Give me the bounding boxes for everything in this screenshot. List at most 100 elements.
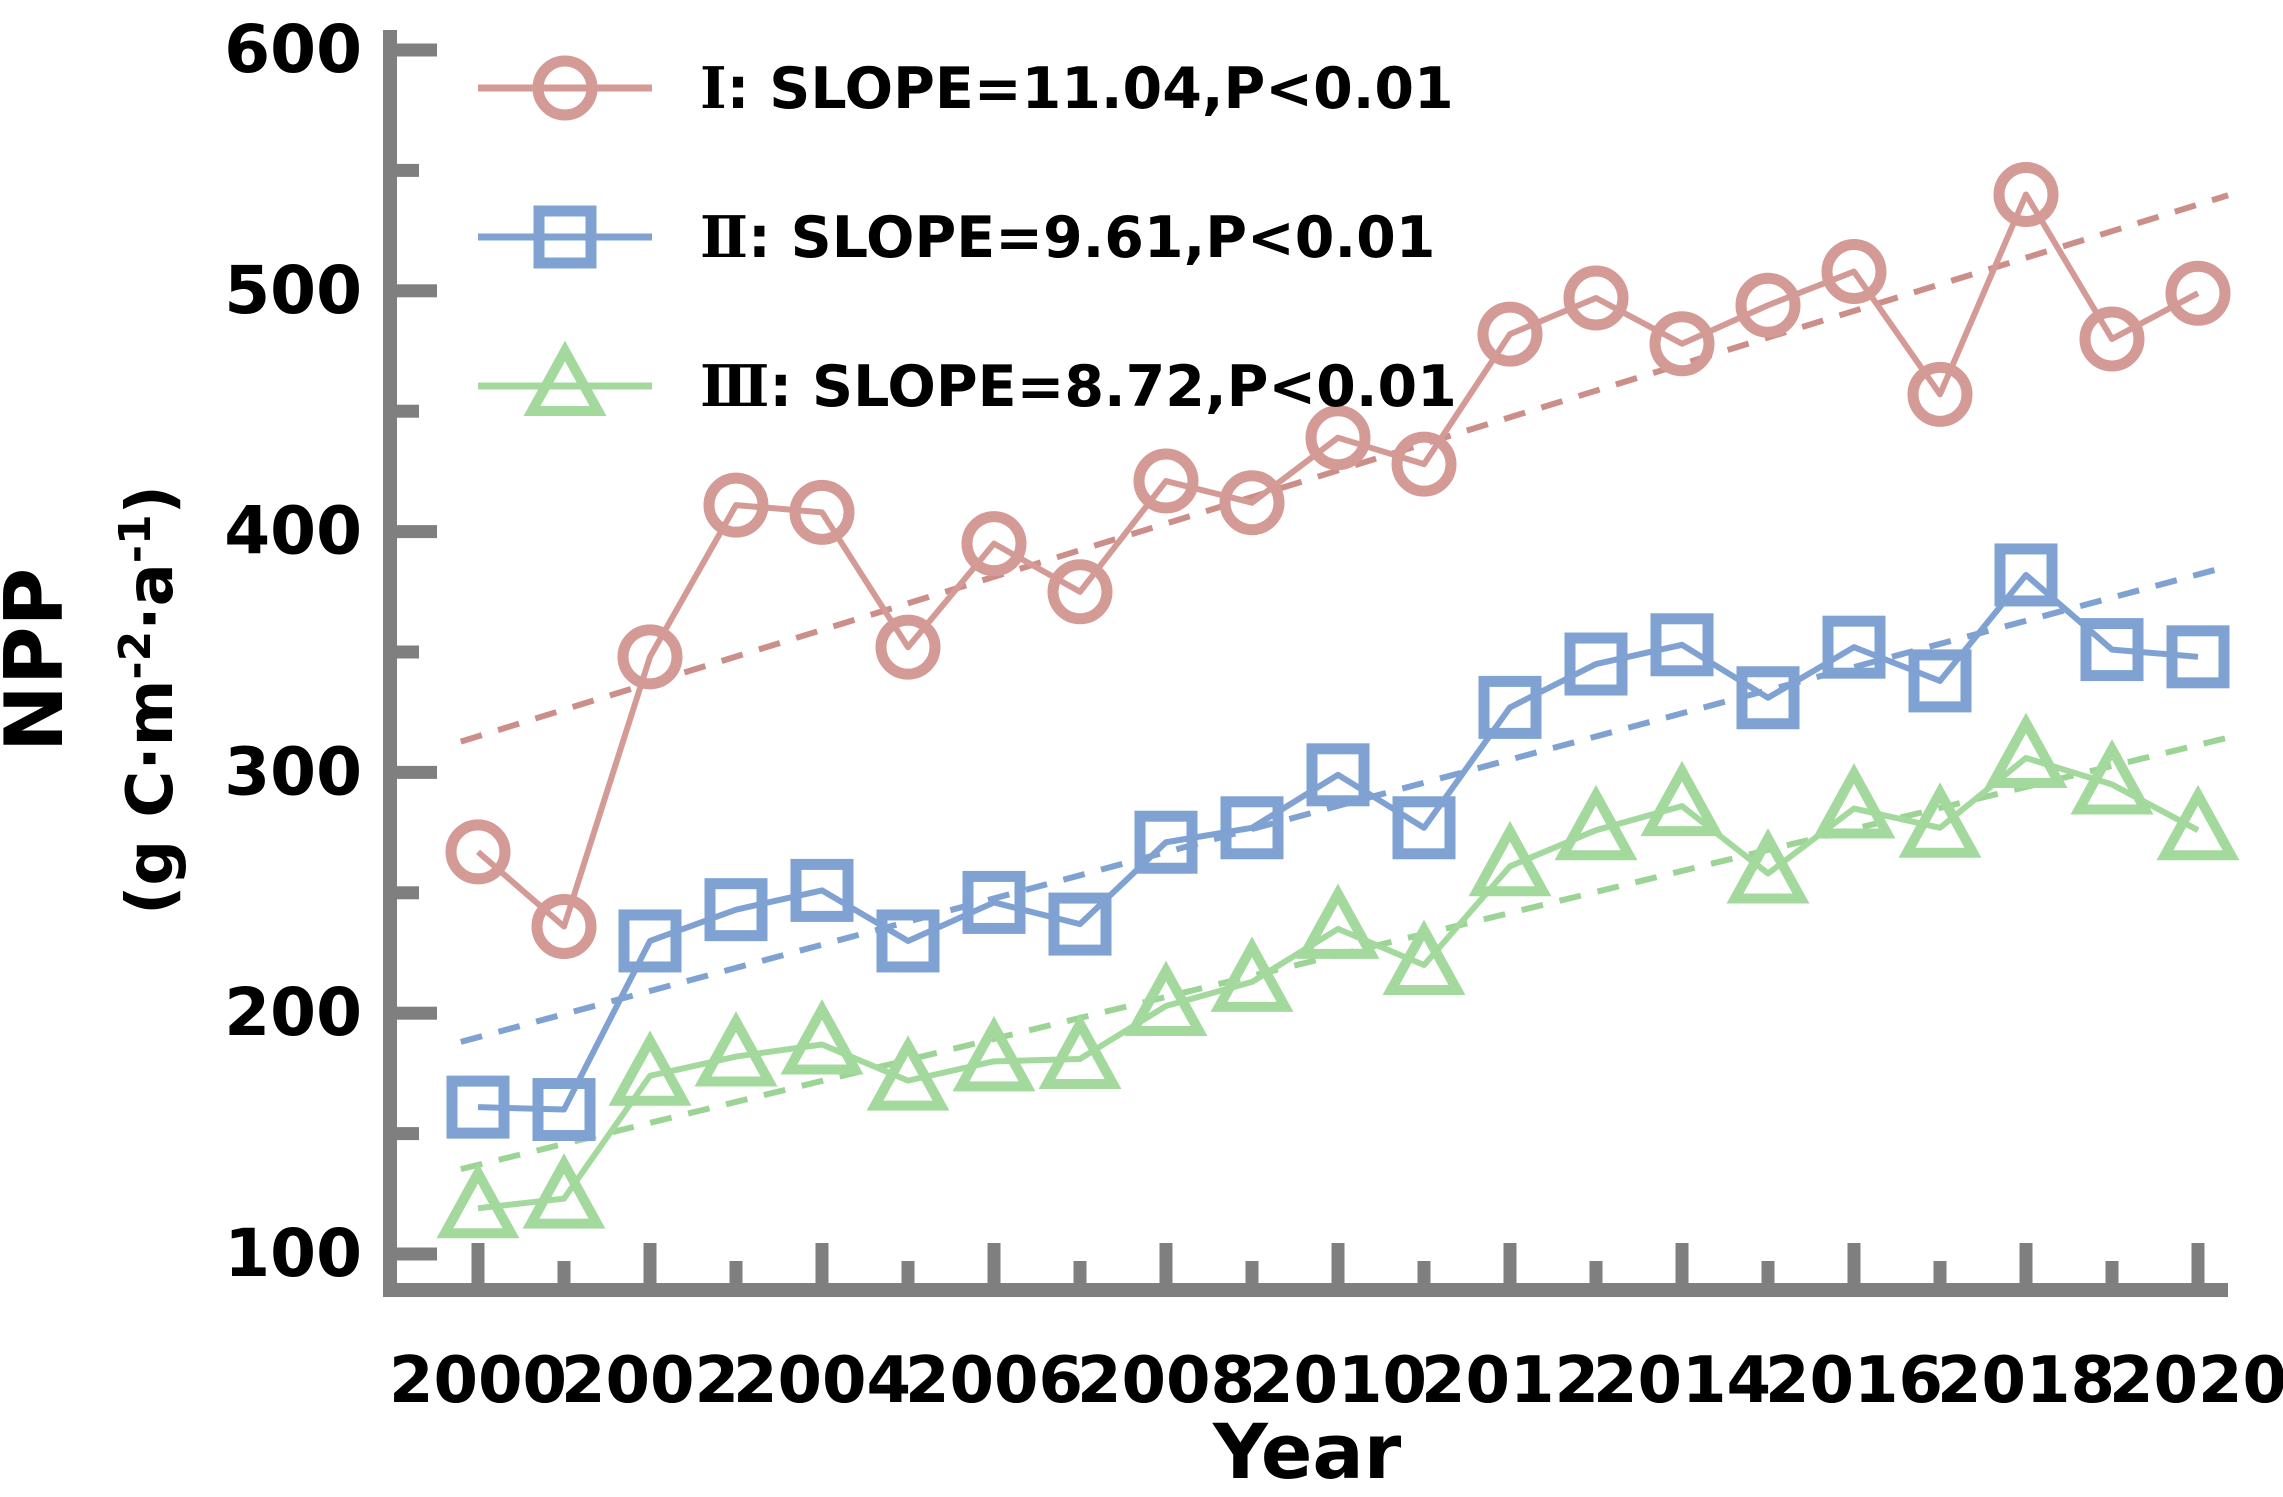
series-Ⅱ-marker-2004 [790, 858, 854, 922]
series-Ⅲ-marker-2000 [436, 1162, 520, 1239]
series-Ⅲ-marker-2012 [1468, 820, 1552, 897]
series-Ⅰ-marker-2008 [1133, 448, 1199, 514]
x-major-tick-2010 [1331, 1243, 1345, 1283]
series-Ⅱ-marker-2001 [532, 1078, 596, 1142]
x-major-tick-2008 [1159, 1243, 1173, 1283]
x-major-tick-2002 [643, 1243, 657, 1283]
series-Ⅱ-marker-2005 [876, 909, 940, 973]
y-minor-tick-550 [397, 163, 419, 177]
series-Ⅰ-marker-2004 [789, 479, 855, 545]
series-Ⅱ-marker-2000 [446, 1075, 510, 1139]
series-Ⅲ-marker-2018 [1984, 712, 2068, 788]
axes [383, 30, 2228, 1297]
series-Ⅰ-marker-2002 [617, 624, 683, 690]
x-axis-title: Year [1212, 1407, 1402, 1496]
y-major-tick-600 [397, 43, 437, 57]
series-Ⅰ-trendline [459, 192, 2229, 745]
y-axis-title: NPP [0, 568, 81, 752]
x-minor-tick-2003 [729, 1261, 743, 1283]
series-Ⅰ-marker-2016 [1821, 239, 1887, 305]
series-Ⅱ-marker-2006 [962, 870, 1026, 934]
series-Ⅱ-marker-2012 [1478, 675, 1542, 739]
series-Ⅰ-marker-2018 [1993, 161, 2059, 227]
series-Ⅱ-marker-2014 [1650, 613, 1714, 677]
series-Ⅲ-marker-2004 [780, 999, 864, 1075]
x-tick-label-2008: 2008 [1077, 1344, 1255, 1418]
y-minor-tick-450 [397, 404, 419, 418]
series-Ⅲ-line [477, 754, 2200, 1212]
series-Ⅰ-line [476, 191, 2200, 930]
series-Ⅱ-marker-2019 [2080, 618, 2144, 682]
y-tick-label-200: 200 [224, 974, 362, 1051]
y-tick-label-100: 100 [224, 1215, 362, 1292]
series-Ⅲ-marker-2010 [1296, 883, 1380, 959]
legend-item-Ⅱ: Ⅱ: SLOPE=9.61,P<0.01 [478, 204, 1435, 271]
x-minor-tick-2013 [1589, 1261, 1603, 1283]
y-axis-unit: (g C·m-2·a-1) [110, 485, 188, 915]
x-tick-label-2014: 2014 [1593, 1344, 1771, 1418]
x-major-tick-2006 [987, 1243, 1001, 1283]
x-minor-tick-2017 [1933, 1261, 1947, 1283]
series-Ⅱ-marker-2002 [618, 909, 682, 973]
series-Ⅱ-marker-2003 [704, 878, 768, 942]
y-major-tick-300 [397, 765, 437, 779]
x-tick-label-2002: 2002 [561, 1344, 739, 1418]
x-major-tick-2004 [815, 1243, 829, 1283]
y-minor-tick-150 [397, 1127, 419, 1141]
y-axis [383, 30, 397, 1297]
series-Ⅱ-marker-2013 [1564, 632, 1628, 696]
x-tick-label-2012: 2012 [1421, 1344, 1599, 1418]
series-Ⅲ-marker-2006 [952, 1015, 1036, 1092]
series-Ⅰ-marker-2013 [1563, 265, 1629, 331]
series-Ⅱ-marker-2007 [1048, 892, 1112, 956]
series-Ⅲ-marker-2017 [1898, 782, 1982, 858]
legend-square-icon [533, 205, 597, 269]
x-tick-label-2018: 2018 [1937, 1344, 2115, 1418]
tick-labels: 1002003004005006002000200220042006200820… [224, 11, 2283, 1418]
y-major-tick-100 [397, 1247, 437, 1261]
series-lines [476, 191, 2200, 1212]
x-minor-tick-2005 [901, 1261, 915, 1283]
legend-label: Ⅲ: SLOPE=8.72,P<0.01 [700, 353, 1457, 420]
series-Ⅰ-marker-2000 [445, 819, 511, 885]
legend: Ⅰ: SLOPE=11.04,P<0.01 Ⅱ: SLOPE=9.61,P<0.0… [478, 55, 1457, 420]
series-Ⅰ-marker-2009 [1219, 470, 1285, 536]
x-minor-tick-2019 [2105, 1261, 2119, 1283]
x-major-tick-2014 [1675, 1243, 1689, 1283]
series-Ⅲ-marker-2016 [1812, 763, 1896, 839]
x-minor-tick-2015 [1761, 1261, 1775, 1283]
series-Ⅲ-marker-2015 [1726, 828, 1810, 904]
x-tick-label-2006: 2006 [905, 1344, 1083, 1418]
legend-label: Ⅰ: SLOPE=11.04,P<0.01 [700, 55, 1454, 122]
series-Ⅱ-marker-2017 [1908, 649, 1972, 713]
x-minor-tick-2001 [557, 1261, 571, 1283]
series-Ⅱ-marker-2009 [1220, 796, 1284, 860]
series-markers [436, 161, 2240, 1239]
series-Ⅰ-marker-2020 [2165, 260, 2231, 326]
legend-label: Ⅱ: SLOPE=9.61,P<0.01 [700, 204, 1435, 271]
x-major-tick-2000 [471, 1243, 485, 1283]
x-major-tick-2016 [1847, 1243, 1861, 1283]
series-Ⅲ-marker-2020 [2156, 784, 2240, 861]
series-Ⅲ-marker-2019 [2070, 739, 2154, 815]
axis-titles: NPP (g C·m-2·a-1) Year [0, 485, 1402, 1496]
y-minor-tick-350 [397, 645, 419, 659]
x-axis [383, 1283, 2228, 1297]
series-Ⅲ-marker-2013 [1554, 784, 1638, 861]
y-tick-label-500: 500 [224, 252, 362, 329]
y-minor-tick-250 [397, 886, 419, 900]
series-Ⅱ-marker-2011 [1392, 796, 1456, 860]
y-major-tick-500 [397, 284, 437, 298]
series-Ⅲ-marker-2005 [866, 1035, 950, 1111]
series-Ⅰ-marker-2005 [875, 614, 941, 680]
series-Ⅰ-marker-2015 [1735, 272, 1801, 338]
series-Ⅰ-marker-2017 [1907, 361, 1973, 427]
series-Ⅲ-marker-2007 [1038, 1013, 1122, 1089]
series-Ⅲ-marker-2009 [1210, 936, 1294, 1012]
series-Ⅰ-marker-2010 [1305, 405, 1371, 471]
series-Ⅱ-marker-2008 [1134, 810, 1198, 874]
legend-circle-icon [532, 55, 598, 121]
series-Ⅰ-marker-2019 [2079, 306, 2145, 372]
series-Ⅲ-marker-2002 [608, 1030, 692, 1106]
